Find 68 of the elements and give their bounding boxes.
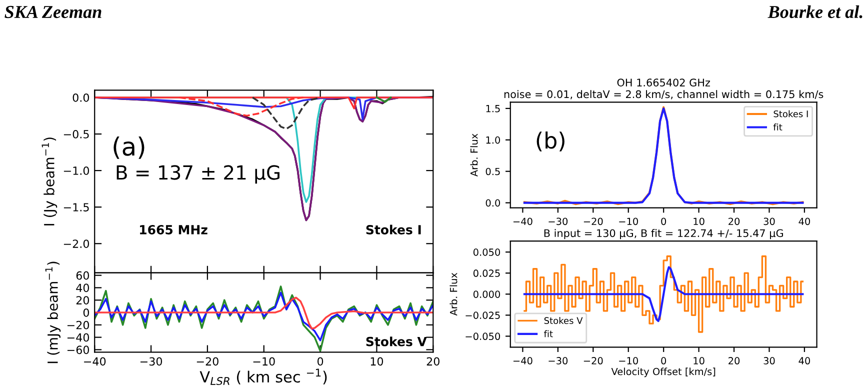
x-tick-label: 30 <box>764 357 775 364</box>
text: Bourke et al. <box>768 5 862 18</box>
y-tick-label: −0.5 <box>64 130 89 138</box>
y-tick-label: 0.0 <box>72 93 90 102</box>
x-tick-label: 40 <box>798 218 810 226</box>
x-tick-label: 20 <box>728 357 740 364</box>
legend-label: Stokes I <box>774 110 808 118</box>
line-series <box>94 296 434 330</box>
x-tick-label: 10 <box>370 357 384 366</box>
x-tick-label: 20 <box>426 357 440 366</box>
y-tick-label: 0.050 <box>473 248 500 256</box>
annotation: Stokes I <box>366 224 421 234</box>
x-tick-label: 40 <box>798 357 810 364</box>
y-tick-label: −2.0 <box>64 240 90 248</box>
x-tick-label: −30 <box>548 357 568 364</box>
x-tick-label: −10 <box>619 218 638 226</box>
y-tick-label: 0 <box>83 308 90 317</box>
x-axis-title: V$_{LSR}$ ( km sec $^{−1}$) <box>200 368 327 386</box>
y-tick-label: 0.0 <box>486 199 500 207</box>
x-tick-label: 0 <box>661 357 666 364</box>
y-tick-label: 1.5 <box>486 105 500 112</box>
y-tick-label: 0.5 <box>486 168 500 176</box>
x-tick-label: 0 <box>661 218 666 226</box>
x-tick-label: −10 <box>253 357 275 366</box>
y-axis-title: Arb. Flux <box>450 272 458 316</box>
text: SKA Zeeman <box>4 6 102 18</box>
y-axis-title: I (mJy beam$^{−1}$) <box>45 262 61 364</box>
legend-label: fit <box>773 124 782 130</box>
y-tick-label: 40 <box>76 284 90 292</box>
y-tick-label: −20 <box>67 320 90 330</box>
chart-title: B input = 130 µG, B fit = 122.74 +/- 15.47 µG <box>544 229 783 240</box>
x-tick-label: 10 <box>694 357 704 364</box>
y-tick-label: 1.0 <box>486 136 500 144</box>
y-tick-label: −40 <box>67 333 90 342</box>
x-tick-label: −20 <box>196 357 218 366</box>
legend-label: fit <box>544 330 553 338</box>
x-tick-label: −40 <box>513 218 532 226</box>
x-axis-title: Velocity Offset [km/s] <box>611 368 716 378</box>
y-tick-label: 20 <box>76 296 90 304</box>
chart-title: OH 1.665402 GHz noise = 0.01, deltaV = 2.8 km/s, channel width = 0.175 km/s <box>504 78 824 100</box>
annotation: 1665 MHz <box>140 225 208 234</box>
x-tick-label: −30 <box>140 357 162 366</box>
y-axis-title: Arb. Flux <box>470 134 478 177</box>
y-tick-label: −0.050 <box>466 332 500 340</box>
legend-label: Stokes V <box>544 317 583 324</box>
y-tick-label: −0.025 <box>466 312 500 319</box>
annotation: Stokes V <box>366 336 427 346</box>
x-tick-label: −30 <box>548 218 568 226</box>
x-tick-label: 30 <box>764 218 775 226</box>
x-tick-label: −40 <box>513 357 532 364</box>
y-tick-label: 0.025 <box>473 270 500 277</box>
x-tick-label: 20 <box>728 218 740 226</box>
x-tick-label: −20 <box>584 218 603 226</box>
y-tick-label: −60 <box>67 346 90 354</box>
y-tick-label: 60 <box>76 271 90 280</box>
y-tick-label: −1.5 <box>64 203 89 212</box>
y-axis-title: I (Jy beam$^{−1}$) <box>42 138 58 226</box>
annotation: (a) <box>114 136 144 159</box>
annotation: (b) <box>536 132 564 152</box>
x-tick-label: −40 <box>84 357 106 366</box>
x-tick-label: 0 <box>317 357 324 366</box>
line-series <box>523 266 804 322</box>
x-tick-label: −10 <box>619 357 638 364</box>
annotation: B = 137 ± 21 µG <box>116 165 280 184</box>
x-tick-label: 10 <box>694 218 704 226</box>
x-tick-label: −20 <box>584 357 603 364</box>
y-tick-label: −1.0 <box>64 166 90 175</box>
y-tick-label: 0.000 <box>473 290 500 298</box>
